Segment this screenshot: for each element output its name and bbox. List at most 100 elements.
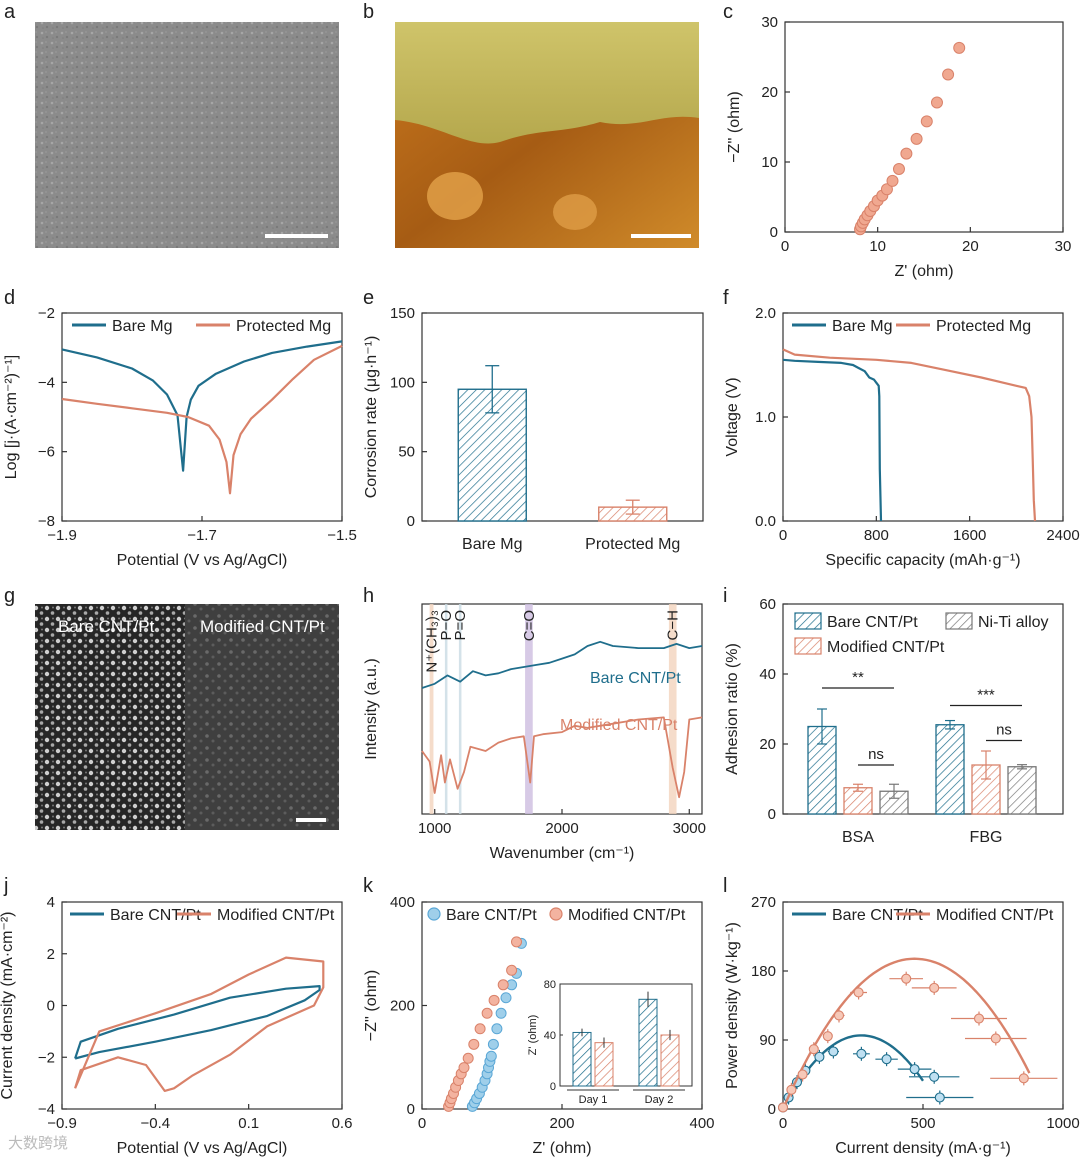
- y-tick-label-j: −2: [38, 1049, 55, 1066]
- x-tick-label-f: 800: [864, 527, 889, 544]
- data-point-k-0: [495, 1007, 507, 1019]
- x-axis-label-j: Potential (V vs Ag/AgCl): [117, 1140, 288, 1157]
- data-point-l-1: [822, 1031, 833, 1042]
- legend-k-bare-marker: [427, 907, 441, 921]
- y-tick-label-l: 180: [751, 963, 776, 980]
- chart-l: 0 500 1000 0 90 180 270 Current density (mA·g⁻¹…: [724, 894, 1080, 1157]
- data-point-l-1: [777, 1102, 789, 1113]
- chart-h: 1000 2000 3000 Wavenumber (cm⁻¹) Intensity (…: [363, 603, 706, 862]
- data-point-l-0: [814, 1051, 825, 1062]
- legend-l-bare-label: Bare CNT/Pt: [832, 907, 923, 924]
- data-point-k-1: [458, 1062, 470, 1074]
- band-h-3: [525, 604, 533, 814]
- inset-category-label-k: Day 1: [579, 1094, 608, 1106]
- x-axis-label-k: Z' (ohm): [532, 1140, 591, 1157]
- y-tick-label-e: 150: [390, 305, 415, 322]
- series-line-j-1: [74, 956, 325, 1093]
- x-tick-label-f: 1600: [953, 527, 986, 544]
- panel-label-j: j: [3, 875, 8, 897]
- y-tick-label-i: 20: [759, 736, 776, 753]
- y-tick-label-l: 0: [768, 1101, 776, 1118]
- y-tick-label-l: 270: [751, 894, 776, 911]
- y-axis-label-c: −Z'' (ohm): [726, 91, 743, 162]
- data-point-l-1: [990, 1033, 1001, 1044]
- y-axis-label-e: Corrosion rate (μg·h⁻¹): [363, 336, 380, 499]
- inset-y-tick-label-k: 80: [544, 979, 556, 991]
- scale-bar-g: [296, 818, 326, 822]
- y-tick-label-f: 0.0: [755, 513, 776, 530]
- y-tick-label-l: 90: [759, 1032, 776, 1049]
- band-label-h-1: P−O: [438, 610, 455, 640]
- panel-label-h: h: [363, 585, 374, 607]
- y-axis-label-h: Intensity (a.u.): [363, 658, 380, 759]
- y-tick-label-i: 0: [768, 806, 776, 823]
- data-point-l-0: [929, 1071, 940, 1082]
- x-tick-label-c: 30: [1055, 238, 1072, 255]
- x-tick-label-k: 0: [418, 1115, 426, 1132]
- chart-c: 0 10 20 30 0 10 20 30 Z' (ohm) −Z'' (ohm): [726, 14, 1071, 280]
- legend-f-bare-label: Bare Mg: [832, 318, 892, 335]
- inset-y-label-k: Z' (ohm): [527, 1015, 539, 1056]
- panel-label-i: i: [723, 585, 727, 607]
- y-tick-label-k: 0: [407, 1101, 415, 1118]
- data-point-c: [953, 41, 966, 54]
- y-tick-label-j: 0: [47, 998, 55, 1015]
- series-line-h-0: [421, 640, 703, 689]
- y-tick-label-d: −8: [38, 513, 55, 530]
- x-tick-label-c: 20: [962, 238, 979, 255]
- panel-label-k: k: [363, 875, 374, 897]
- data-point-l-1: [973, 1013, 985, 1024]
- data-point-k-1: [474, 1023, 486, 1035]
- scale-bar-a: [265, 234, 328, 238]
- g-left-label: Bare CNT/Pt: [58, 617, 155, 636]
- band-h-4: [668, 604, 677, 814]
- y-tick-label-j: 2: [47, 946, 55, 963]
- significance-label-i: **: [852, 669, 864, 686]
- data-point-l-1: [808, 1044, 819, 1055]
- y-tick-label-i: 60: [759, 596, 776, 613]
- data-point-k-0: [487, 1038, 499, 1050]
- x-axis-label-f: Specific capacity (mAh·g⁻¹): [825, 552, 1020, 569]
- panel-label-b: b: [363, 1, 374, 23]
- significance-label-i: ***: [977, 687, 995, 704]
- scale-bar-b: [631, 234, 691, 238]
- legend-l-modified-label: Modified CNT/Pt: [936, 907, 1054, 924]
- band-h-2: [458, 604, 462, 814]
- bar-i: [935, 724, 965, 815]
- plot-frame-i: [782, 603, 1064, 815]
- y-tick-label-c: 10: [761, 154, 778, 171]
- data-point-l-1: [786, 1084, 797, 1095]
- band-h-1: [444, 604, 448, 814]
- x-tick-label-j: 0.6: [332, 1115, 353, 1132]
- band-label-h-3: C=O: [521, 610, 538, 641]
- plot-frame-c: [784, 21, 1064, 233]
- chart-f: 0 800 1600 2400 0.0 1.0 2.0 Specific capacity (…: [724, 305, 1080, 569]
- y-tick-label-d: −2: [38, 305, 55, 322]
- x-tick-label-k: 200: [549, 1115, 574, 1132]
- inset-bar-k: [572, 1031, 592, 1087]
- x-tick-label-l: 1000: [1046, 1115, 1079, 1132]
- fit-curve-l-1: [781, 957, 1031, 1110]
- legend-k-modified-marker: [549, 907, 563, 921]
- data-point-l-0: [828, 1046, 839, 1057]
- legend-d-protected-label: Protected Mg: [236, 318, 331, 335]
- legend-i-niti-label: Ni-Ti alloy: [978, 614, 1049, 631]
- significance-label-i: ns: [868, 746, 884, 763]
- series-line-f-0: [782, 358, 883, 522]
- y-tick-label-d: −6: [38, 444, 55, 461]
- data-point-l-0: [934, 1092, 945, 1103]
- y-tick-label-f: 1.0: [755, 409, 776, 426]
- series-line-d-1: [61, 344, 343, 495]
- x-tick-label-d: −1.7: [187, 527, 217, 544]
- data-point-l-0: [881, 1054, 892, 1065]
- y-axis-label-k: −Z'' (ohm): [363, 970, 380, 1041]
- category-label-e-0: Bare Mg: [462, 536, 522, 553]
- category-label-i-1: FBG: [970, 829, 1003, 846]
- bar-i: [1007, 766, 1037, 815]
- legend-k-modified-label: Modified CNT/Pt: [568, 907, 686, 924]
- x-tick-label-h: 2000: [545, 820, 578, 837]
- sem-image-b: [395, 22, 699, 248]
- data-point-c: [900, 147, 913, 160]
- band-label-h-4: C−H: [665, 610, 682, 640]
- y-tick-label-c: 0: [770, 224, 778, 241]
